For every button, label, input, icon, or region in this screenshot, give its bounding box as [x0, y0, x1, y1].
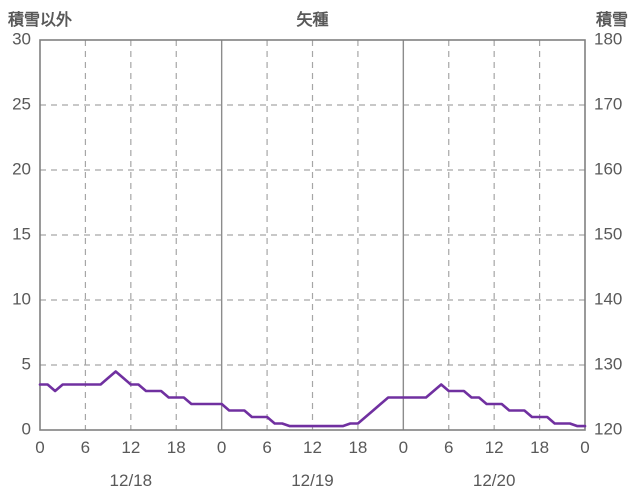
left-tick-label: 25: [12, 94, 31, 113]
left-tick-label: 0: [22, 419, 31, 438]
left-tick-label: 20: [12, 159, 31, 178]
x-tick-label: 0: [399, 438, 408, 457]
left-tick-label: 5: [22, 354, 31, 373]
x-tick-label: 6: [81, 438, 90, 457]
right-tick-label: 150: [594, 224, 622, 243]
x-tick-label: 12: [303, 438, 322, 457]
right-tick-label: 120: [594, 419, 622, 438]
left-axis-title: 積雪以外: [8, 12, 73, 29]
x-tick-label: 6: [444, 438, 453, 457]
right-tick-label: 180: [594, 29, 622, 48]
x-tick-label: 0: [217, 438, 226, 457]
chart-title: 矢種: [296, 12, 329, 29]
right-tick-label: 140: [594, 289, 622, 308]
date-label: 12/19: [291, 471, 334, 490]
x-tick-label: 18: [348, 438, 367, 457]
right-tick-label: 170: [594, 94, 622, 113]
x-tick-label: 18: [167, 438, 186, 457]
right-tick-label: 130: [594, 354, 622, 373]
x-tick-label: 6: [262, 438, 271, 457]
left-tick-label: 15: [12, 224, 31, 243]
right-axis-title: 積雪: [595, 12, 628, 29]
plot-border: [39, 39, 586, 431]
x-tick-label: 12: [121, 438, 140, 457]
date-label: 12/20: [473, 471, 516, 490]
left-tick-label: 30: [12, 29, 31, 48]
right-tick-label: 160: [594, 159, 622, 178]
series-line: [38, 370, 587, 428]
x-tick-label: 0: [580, 438, 589, 457]
x-tick-label: 0: [35, 438, 44, 457]
x-tick-label: 18: [530, 438, 549, 457]
x-tick-label: 12: [485, 438, 504, 457]
date-label: 12/18: [110, 471, 153, 490]
left-tick-label: 10: [12, 289, 31, 308]
